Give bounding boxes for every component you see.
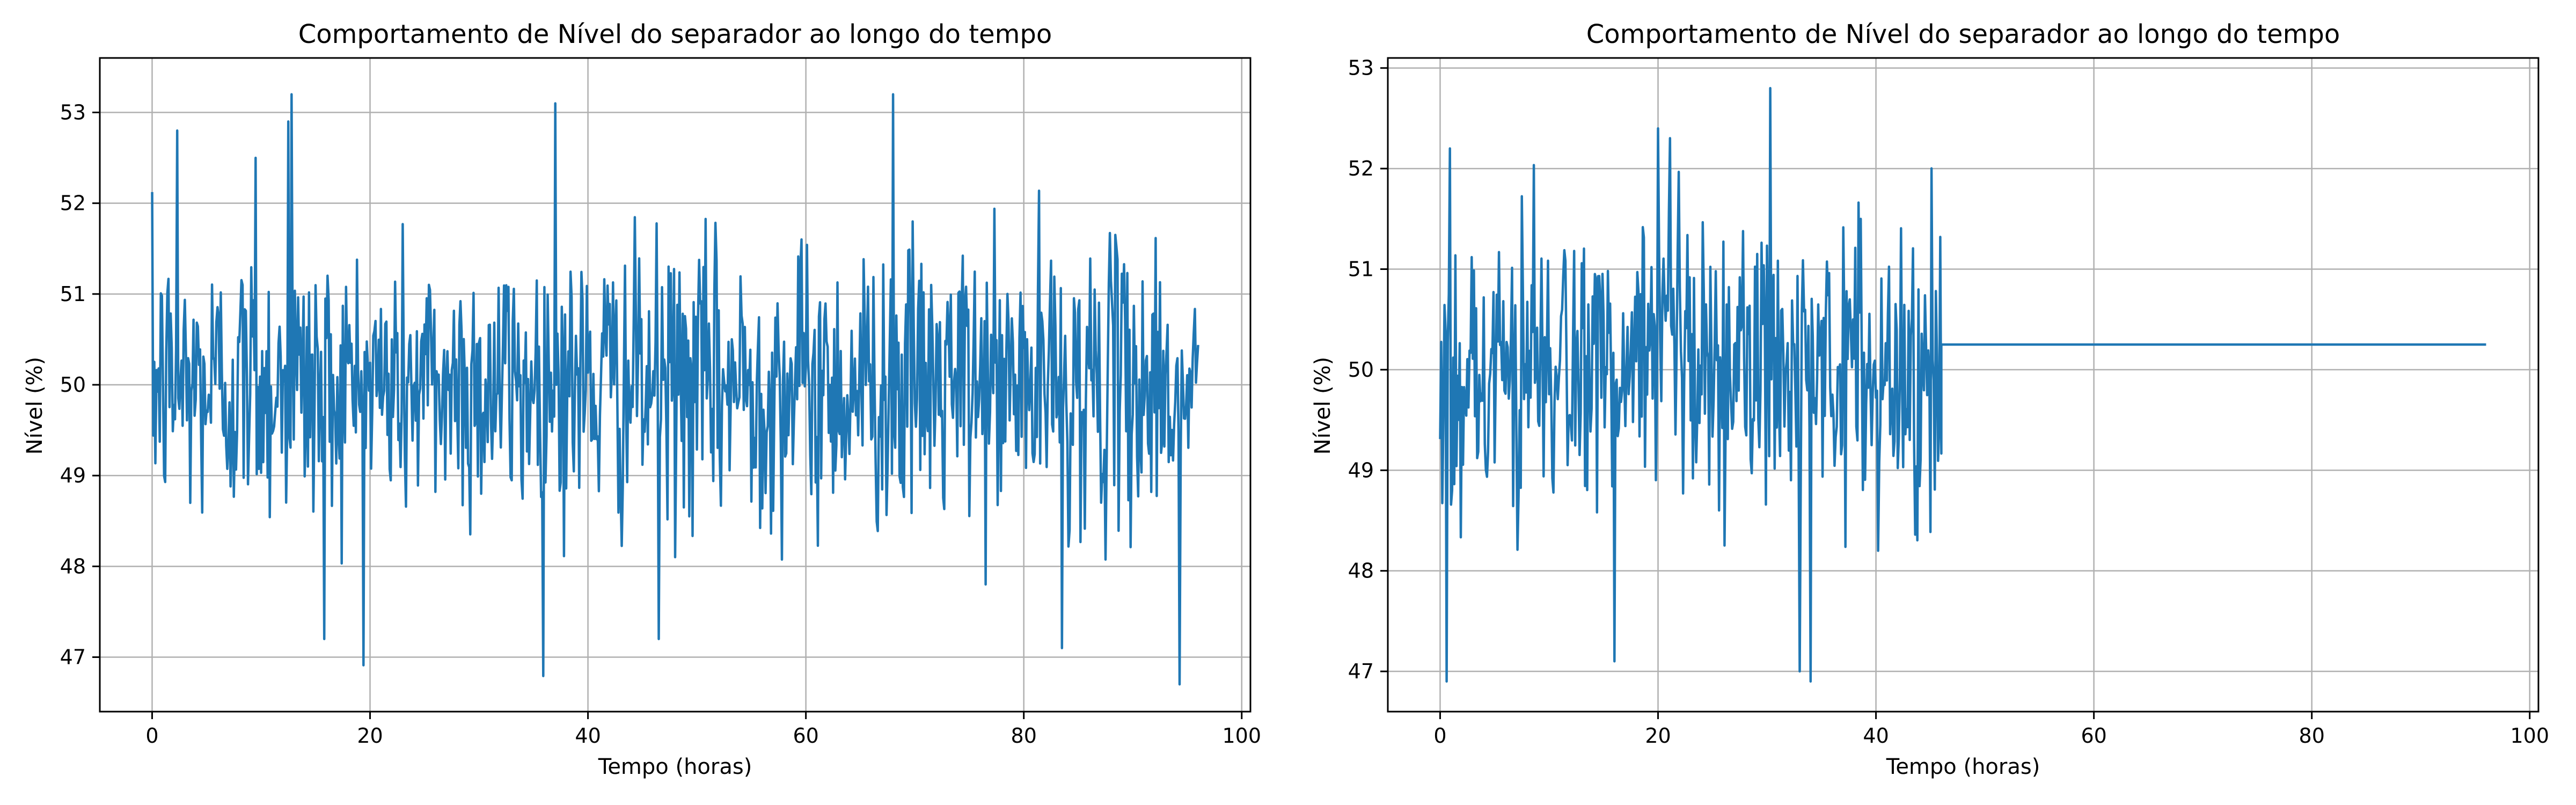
chart-right-title: Comportamento de Nível do separador ao l… [1586,19,2340,49]
series-line [1439,86,2486,683]
y-tick-label: 48 [60,554,86,578]
x-tick-label: 80 [1011,724,1037,748]
chart-left-title: Comportamento de Nível do separador ao l… [298,19,1052,49]
y-tick-label: 53 [1348,56,1374,80]
x-tick-label: 40 [575,724,601,748]
chart-right: Comportamento de Nível do separador ao l… [1311,19,2549,779]
y-tick-label: 51 [60,282,86,306]
x-tick-label: 100 [1222,724,1261,748]
x-tick-label: 0 [145,724,158,748]
y-tick-label: 48 [1348,559,1374,583]
y-tick-label: 50 [1348,358,1374,382]
y-tick-label: 49 [1348,458,1374,482]
chart-left-ticks: 0 20 40 60 80 100 47 48 49 50 51 52 53 [60,101,1261,748]
x-tick-label: 20 [357,724,383,748]
y-tick-label: 49 [60,464,86,487]
chart-left-ylabel: Nível (%) [23,357,47,455]
x-tick-label: 100 [2510,724,2549,748]
y-tick-label: 53 [60,101,86,125]
x-tick-label: 40 [1863,724,1889,748]
x-tick-label: 80 [2299,724,2325,748]
chart-right-ylabel: Nível (%) [1311,357,1335,455]
y-tick-label: 52 [60,192,86,215]
chart-right-grid [1388,58,2538,712]
chart-right-axes-frame [1387,57,2540,713]
chart-left-xlabel: Tempo (horas) [598,755,752,779]
chart-right-ticks: 0 20 40 60 80 100 47 48 49 50 51 52 53 [1348,56,2549,748]
series-line [151,93,1199,686]
x-tick-label: 60 [2081,724,2106,748]
x-tick-label: 0 [1433,724,1446,748]
x-tick-label: 20 [1645,724,1671,748]
chart-left: Comportamento de Nível do separador ao l… [23,19,1261,779]
chart-right-series [1439,86,2486,683]
y-tick-label: 50 [60,373,86,397]
y-tick-label: 51 [1348,258,1374,281]
chart-left-series [151,93,1199,686]
y-tick-label: 47 [1348,660,1374,683]
y-tick-label: 52 [1348,157,1374,180]
chart-right-xlabel: Tempo (horas) [1886,755,2040,779]
x-tick-label: 60 [793,724,818,748]
y-tick-label: 47 [60,646,86,669]
